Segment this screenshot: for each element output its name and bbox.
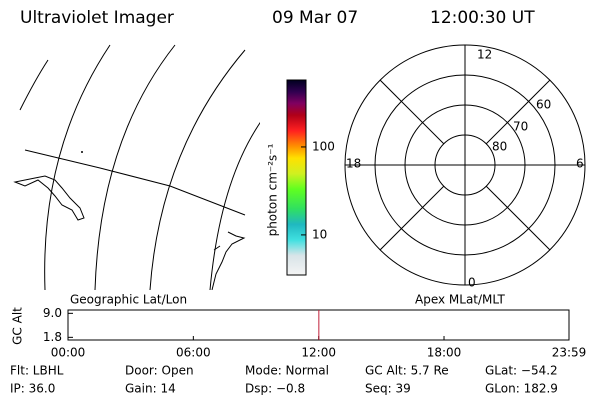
- title: Ultraviolet Imager: [20, 8, 174, 28]
- colorbar-tick-label: 100: [312, 139, 335, 153]
- status-field: Dsp: −0.8: [245, 382, 305, 396]
- mlat-label: 60: [536, 98, 551, 112]
- mlt-label: 6: [576, 157, 584, 171]
- status-field: GLat: −54.2: [485, 364, 558, 378]
- x-tick-label: 12:00: [301, 346, 336, 360]
- mlt-label: 12: [477, 48, 492, 62]
- status-field: Flt: LBHL: [10, 364, 64, 378]
- x-tick-label: 06:00: [176, 346, 211, 360]
- mlt-label: 18: [346, 157, 361, 171]
- map-label: Geographic Lat/Lon: [70, 293, 187, 307]
- y-axis-label: GC Alt: [11, 307, 25, 345]
- x-tick-label: 23:59: [552, 346, 587, 360]
- colorbar-tick-label: 10: [312, 227, 327, 241]
- x-tick-label: 00:00: [51, 346, 86, 360]
- map: [13, 44, 260, 290]
- colorbar-label: photon cm⁻²s⁻¹: [266, 143, 280, 236]
- y-tick-label: 9.0: [43, 306, 62, 320]
- colorbar: [286, 79, 307, 276]
- mlt-label: 0: [468, 276, 476, 290]
- time: 12:00:30 UT: [430, 8, 535, 28]
- status-field: IP: 36.0: [10, 382, 55, 396]
- mlat-label: 70: [513, 120, 528, 134]
- status-field: Gain: 14: [125, 382, 176, 396]
- status-field: Seq: 39: [365, 382, 411, 396]
- mlat-label: 80: [492, 140, 507, 154]
- x-tick-label: 18:00: [427, 346, 462, 360]
- polar-grid: [344, 44, 586, 286]
- status-field: Mode: Normal: [245, 364, 329, 378]
- polar-label: Apex MLat/MLT: [415, 293, 505, 307]
- status-field: Door: Open: [125, 364, 194, 378]
- date: 09 Mar 07: [272, 8, 358, 28]
- status-field: GC Alt: 5.7 Re: [365, 364, 449, 378]
- y-tick-label: 1.8: [43, 330, 62, 344]
- status-field: GLon: 182.9: [485, 382, 558, 396]
